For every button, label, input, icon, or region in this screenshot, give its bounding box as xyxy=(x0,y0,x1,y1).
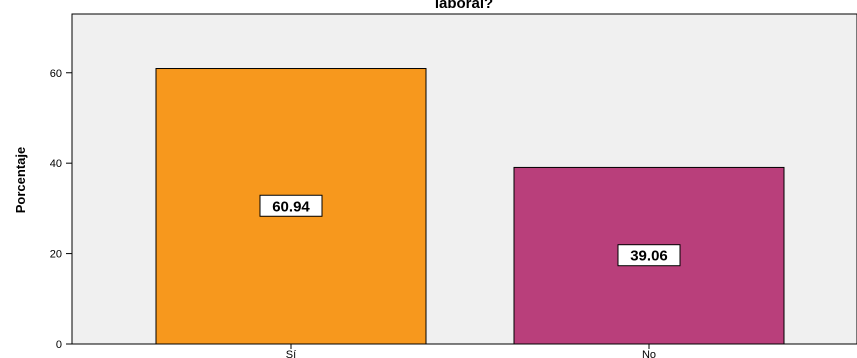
y-tick-label: 40 xyxy=(50,158,62,170)
data-label: 39.06 xyxy=(630,248,668,265)
x-tick-label: No xyxy=(642,349,656,358)
data-label-box xyxy=(617,244,681,267)
data-label: 60.94 xyxy=(272,198,310,215)
data-label-box xyxy=(259,194,323,217)
y-tick-label: 0 xyxy=(56,339,62,351)
data-label-group: 39.06 xyxy=(617,244,681,267)
data-label-group: 60.94 xyxy=(259,194,323,217)
y-tick-label: 20 xyxy=(50,249,62,261)
chart-title: laboral? xyxy=(435,0,493,12)
x-tick-label: Sí xyxy=(286,349,296,358)
y-tick-label: 60 xyxy=(50,68,62,80)
y-axis-label: Porcentaje xyxy=(13,147,28,213)
